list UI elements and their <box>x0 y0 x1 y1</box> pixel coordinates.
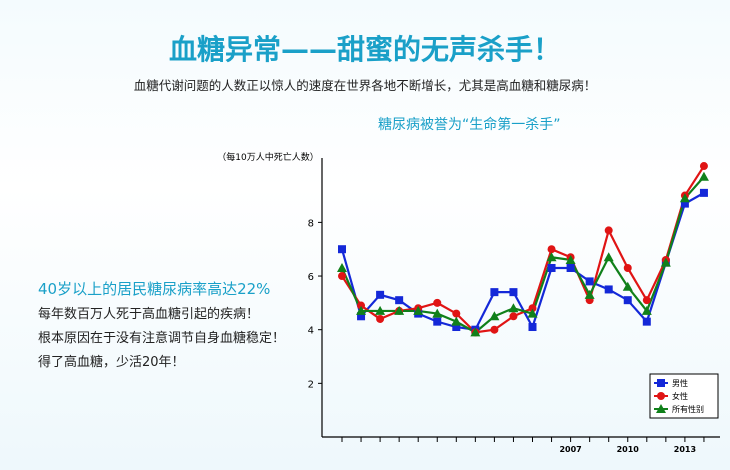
marker <box>660 257 671 267</box>
marker <box>413 305 424 315</box>
marker <box>376 290 385 299</box>
marker <box>622 281 633 291</box>
marker <box>509 312 518 321</box>
marker <box>585 277 594 286</box>
marker <box>657 392 665 400</box>
marker <box>699 188 708 197</box>
marker <box>699 162 708 171</box>
marker <box>547 263 556 272</box>
marker <box>452 323 461 332</box>
marker <box>337 262 347 272</box>
y-tick-label: 4 <box>308 326 314 337</box>
marker <box>623 263 632 272</box>
x-tick-label: 2007 <box>559 445 581 454</box>
marker <box>566 263 575 272</box>
text-line: 每年数百万人死于高血糖引起的疾病！ <box>38 307 260 322</box>
marker <box>528 323 537 332</box>
marker <box>528 304 537 313</box>
headline: 40岁以上的居民糖尿病率高达22% <box>38 280 271 298</box>
marker <box>656 404 666 413</box>
marker <box>375 305 386 315</box>
marker <box>357 312 366 321</box>
marker <box>356 305 367 315</box>
marker <box>395 296 404 305</box>
marker <box>394 305 405 315</box>
marker <box>657 379 665 387</box>
marker <box>642 317 651 326</box>
marker <box>584 289 595 299</box>
marker <box>376 314 385 323</box>
legend-label: 所有性别 <box>672 404 704 414</box>
x-tick-label: 2013 <box>674 445 696 454</box>
marker <box>604 285 613 294</box>
marker <box>565 254 576 264</box>
marker <box>357 301 366 310</box>
y-axis-label: （每10万人中死亡人数） <box>217 151 318 163</box>
marker <box>546 252 557 262</box>
marker <box>698 171 709 181</box>
marker <box>433 298 442 307</box>
y-tick-label: 6 <box>308 272 314 283</box>
y-tick-label: 2 <box>308 379 314 390</box>
legend-label: 男性 <box>672 378 688 388</box>
y-tick-label: 8 <box>308 218 314 229</box>
marker <box>489 311 500 321</box>
marker <box>338 245 346 254</box>
legend-label: 女性 <box>672 391 688 401</box>
marker <box>451 316 462 326</box>
title: 血糖异常——甜蜜的无声杀手！ <box>168 33 561 66</box>
marker <box>527 308 538 318</box>
marker <box>470 327 481 337</box>
marker <box>604 226 613 235</box>
chart-title: 糖尿病被誉为“生命第一杀手” <box>378 117 561 133</box>
marker <box>490 288 499 297</box>
marker <box>338 272 346 281</box>
marker <box>547 245 556 254</box>
marker <box>432 308 443 318</box>
marker <box>603 252 614 262</box>
marker <box>433 317 442 326</box>
subtitle: 血糖代谢问题的人数正以惊人的速度在世界各地不断增长，尤其是高血糖和糖尿病！ <box>133 78 597 93</box>
text-line: 根本原因在于没有注意调节自身血糖稳定！ <box>38 331 286 346</box>
marker <box>509 288 518 297</box>
marker <box>623 296 632 305</box>
text-line: 得了高血糖，少活20年！ <box>38 355 185 370</box>
marker <box>490 325 499 334</box>
marker <box>679 193 690 203</box>
marker <box>508 303 519 313</box>
x-tick-label: 2010 <box>617 445 640 454</box>
marker <box>452 309 461 318</box>
marker <box>641 305 652 315</box>
marker <box>680 199 689 208</box>
marker <box>642 296 651 305</box>
